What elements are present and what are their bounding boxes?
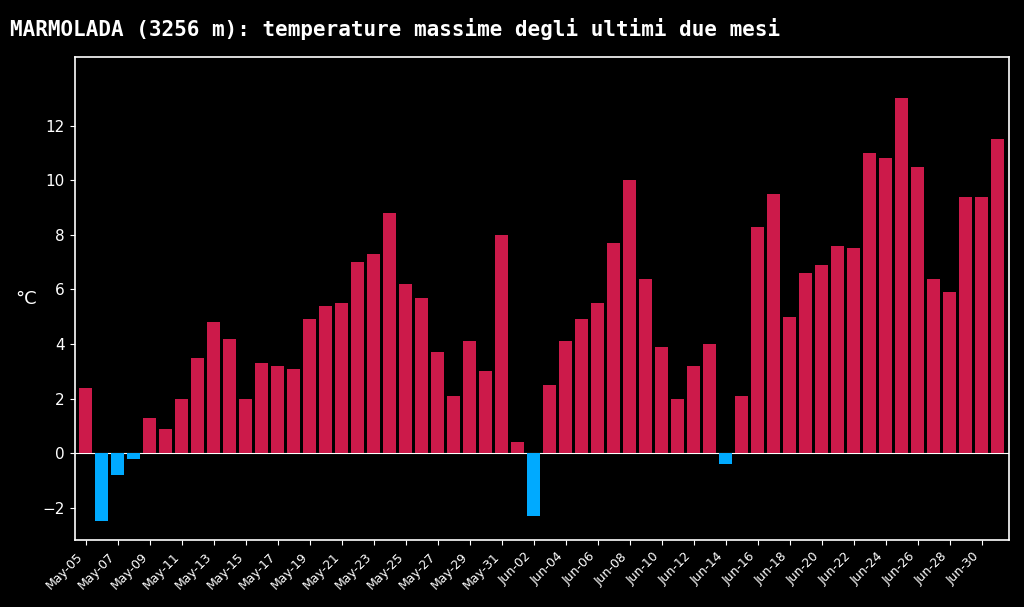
Bar — [191, 358, 204, 453]
Bar — [880, 158, 892, 453]
Bar — [160, 429, 172, 453]
Bar — [863, 153, 877, 453]
Bar — [800, 273, 812, 453]
Bar — [127, 453, 140, 459]
Bar — [655, 347, 669, 453]
Bar — [527, 453, 541, 516]
Bar — [464, 341, 476, 453]
Bar — [80, 388, 92, 453]
Bar — [703, 344, 716, 453]
Bar — [895, 98, 908, 453]
Bar — [511, 443, 524, 453]
Bar — [735, 396, 749, 453]
Bar — [928, 279, 940, 453]
Bar — [95, 453, 109, 521]
Bar — [592, 303, 604, 453]
Bar — [319, 306, 332, 453]
Bar — [815, 265, 828, 453]
Bar — [368, 254, 380, 453]
Bar — [559, 341, 572, 453]
Bar — [208, 322, 220, 453]
Bar — [255, 363, 268, 453]
Bar — [271, 366, 285, 453]
Bar — [848, 248, 860, 453]
Bar — [431, 352, 444, 453]
Bar — [223, 339, 237, 453]
Bar — [240, 399, 252, 453]
Bar — [112, 453, 124, 475]
Bar — [943, 292, 956, 453]
Y-axis label: °C: °C — [15, 290, 37, 308]
Bar — [976, 197, 988, 453]
Bar — [959, 197, 972, 453]
Bar — [479, 371, 493, 453]
Bar — [752, 226, 764, 453]
Text: MARMOLADA (3256 m): temperature massime degli ultimi due mesi: MARMOLADA (3256 m): temperature massime … — [10, 18, 780, 40]
Bar — [544, 385, 556, 453]
Bar — [496, 235, 508, 453]
Bar — [143, 418, 157, 453]
Bar — [351, 262, 365, 453]
Bar — [303, 319, 316, 453]
Bar — [416, 297, 428, 453]
Bar — [911, 167, 925, 453]
Bar — [175, 399, 188, 453]
Bar — [639, 279, 652, 453]
Bar — [447, 396, 460, 453]
Bar — [687, 366, 700, 453]
Bar — [575, 319, 588, 453]
Bar — [288, 368, 300, 453]
Bar — [607, 243, 621, 453]
Bar — [383, 213, 396, 453]
Bar — [672, 399, 684, 453]
Bar — [720, 453, 732, 464]
Bar — [399, 284, 413, 453]
Bar — [783, 317, 797, 453]
Bar — [624, 180, 636, 453]
Bar — [991, 140, 1005, 453]
Bar — [831, 246, 844, 453]
Bar — [336, 303, 348, 453]
Bar — [767, 194, 780, 453]
